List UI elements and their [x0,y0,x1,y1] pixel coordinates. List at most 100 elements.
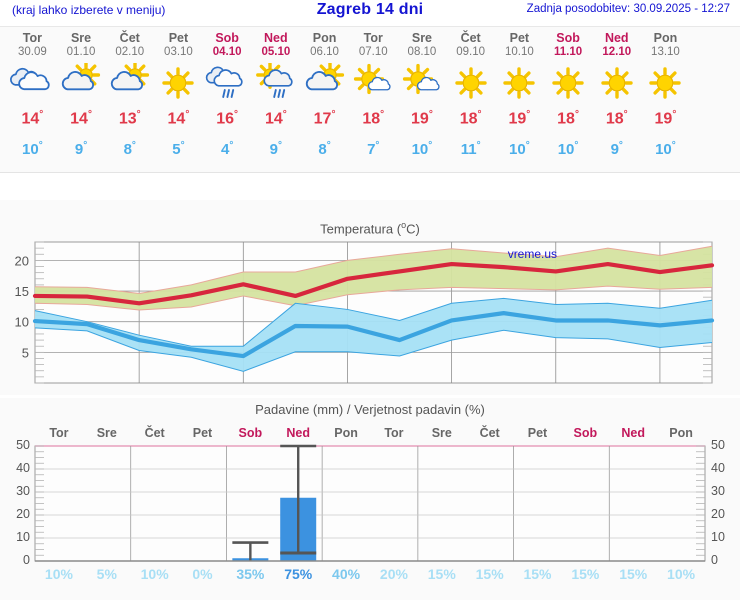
location-hint: (kraj lahko izberete v meniju) [12,3,166,17]
forecast-day-date: 01.10 [66,46,96,58]
watermark: vreme.us [507,247,558,261]
forecast-day-date: 30.09 [17,46,47,58]
forecast-day-date: 12.10 [602,46,632,58]
forecast-day-column: Pet 03.10 14° 5° [152,27,204,163]
forecast-temp-min: 10° [22,140,43,159]
precip-probability-label: 15% [427,566,456,582]
precip-probability-label: 0% [192,566,213,582]
precip-day-label: Ned [286,426,311,440]
forecast-day-column: Sre 01.10 14° 9° [55,27,107,163]
forecast-temp-min: 10° [655,140,676,159]
precip-day-label: Pet [527,426,548,440]
precip-probability-label: 75% [284,566,313,582]
forecast-day-name: Pet [168,31,189,45]
forecast-temp-min: 10° [509,140,530,159]
forecast-day-date: 13.10 [651,46,680,58]
forecast-temp-max: 18° [557,109,579,128]
precipitation-chart: Padavine (mm) / Verjetnost padavin (%) 0… [0,398,740,600]
forecast-day-name: Čet [119,31,140,45]
forecast-temp-max: 13° [118,109,141,128]
forecast-day-date: 02.10 [115,46,145,58]
forecast-day-date: 07.10 [358,46,388,58]
precip-probability-label: 5% [96,566,117,582]
forecast-day-name: Sob [215,31,239,45]
forecast-temp-min: 7° [367,140,380,159]
forecast-temp-min: 9° [74,140,88,159]
svg-text:15: 15 [15,284,29,299]
sun-icon [591,61,643,101]
forecast-day-column: Sob 11.10 18° 10° [542,27,594,163]
forecast-temp-max: 14° [264,109,287,128]
sun-cloud-icon [299,61,351,101]
forecast-temp-max: 16° [216,109,239,128]
forecast-day-name: Tor [22,31,42,45]
forecast-day-column: Ned 12.10 18° 9° [591,27,643,163]
precip-y-tick-left: 10 [16,530,30,544]
forecast-day-name: Pet [509,31,530,45]
sun-icon [639,61,691,101]
precip-probability-label: 15% [619,566,648,582]
precip-probability-label: 15% [475,566,504,582]
forecast-temp-min: 4° [220,140,234,159]
precip-day-label: Tor [49,426,69,440]
sun-cloud-small-icon [396,61,448,101]
forecast-day-date: 11.10 [553,46,583,58]
precip-probability-label: 20% [379,566,408,582]
forecast-temp-min: 5° [172,140,185,159]
sun-cloud-icon [104,61,156,101]
forecast-day-column: Pet 10.10 19° 10° [493,27,545,163]
forecast-day-name: Sre [411,31,433,45]
forecast-temp-max: 19° [411,109,433,128]
forecast-day-date: 04.10 [212,46,242,58]
forecast-day-date: 05.10 [261,46,291,58]
precip-y-tick-left: 50 [16,438,30,452]
forecast-day-column: Tor 07.10 18° 7° [347,27,399,163]
temperature-title-tail: C) [406,221,420,237]
sun-cloud-icon [55,61,107,101]
precipitation-chart-title: Padavine (mm) / Verjetnost padavin (%) [255,402,485,417]
forecast-temp-min: 8° [318,140,331,159]
forecast-day-name: Čet [460,31,481,45]
page-title: Zagreb 14 dni [316,1,424,18]
forecast-day-column: Tor 30.09 14° 10° [6,27,58,163]
precip-day-label: Tor [384,426,404,440]
precip-day-label: Sob [573,426,598,440]
precip-day-label: Sob [238,426,263,440]
precip-y-tick-right: 30 [711,484,725,498]
forecast-day-date: 10.10 [504,46,534,58]
forecast-temp-max: 14° [21,109,44,128]
precip-day-label: Ned [621,426,646,440]
forecast-temp-max: 18° [459,109,482,128]
precip-probability-label: 10% [140,566,169,582]
forecast-temp-max: 18° [362,109,385,128]
precipitation-plot [34,444,706,562]
header-divider [0,26,740,27]
temperature-chart: Temperatura (oC) 5 10 15 20 vreme.us [0,200,740,395]
precip-day-label: Sre [431,426,452,440]
temperature-plot: 5 10 15 20 [15,241,715,384]
strip-divider [0,172,740,173]
last-updated-label: Zadnja posodobitev: 30.09.2025 - 12:27 [526,3,730,15]
sun-cloud-rain-icon [250,61,302,101]
forecast-day-column: Ned 05.10 14° 9° [250,27,302,163]
temperature-title-degree: o [401,220,407,230]
forecast-day-column: Čet 02.10 13° 8° [104,27,156,163]
precip-day-label: Pon [669,426,693,440]
precip-day-label: Čet [479,426,500,440]
precip-y-tick-right: 10 [711,530,725,544]
svg-text:20: 20 [15,253,29,268]
precip-y-tick-right: 40 [711,461,725,475]
precip-probability-label: 10% [667,566,696,582]
forecast-temp-min: 8° [123,140,136,159]
forecast-temp-max: 17° [313,109,336,128]
precip-y-tick-left: 0 [23,553,30,567]
forecast-day-name: Sre [70,31,92,45]
daily-forecast-strip: Tor 30.09 14° 10° Sre 01.10 14° 9° Čet 02.10 13… [0,27,740,172]
forecast-day-date: 09.10 [456,46,486,58]
sun-icon [493,61,545,101]
forecast-temp-min: 10° [557,140,579,159]
forecast-day-name: Sob [556,31,580,45]
forecast-day-date: 06.10 [310,46,339,58]
forecast-temp-max: 18° [605,109,628,128]
precip-probability-label: 40% [332,566,361,582]
